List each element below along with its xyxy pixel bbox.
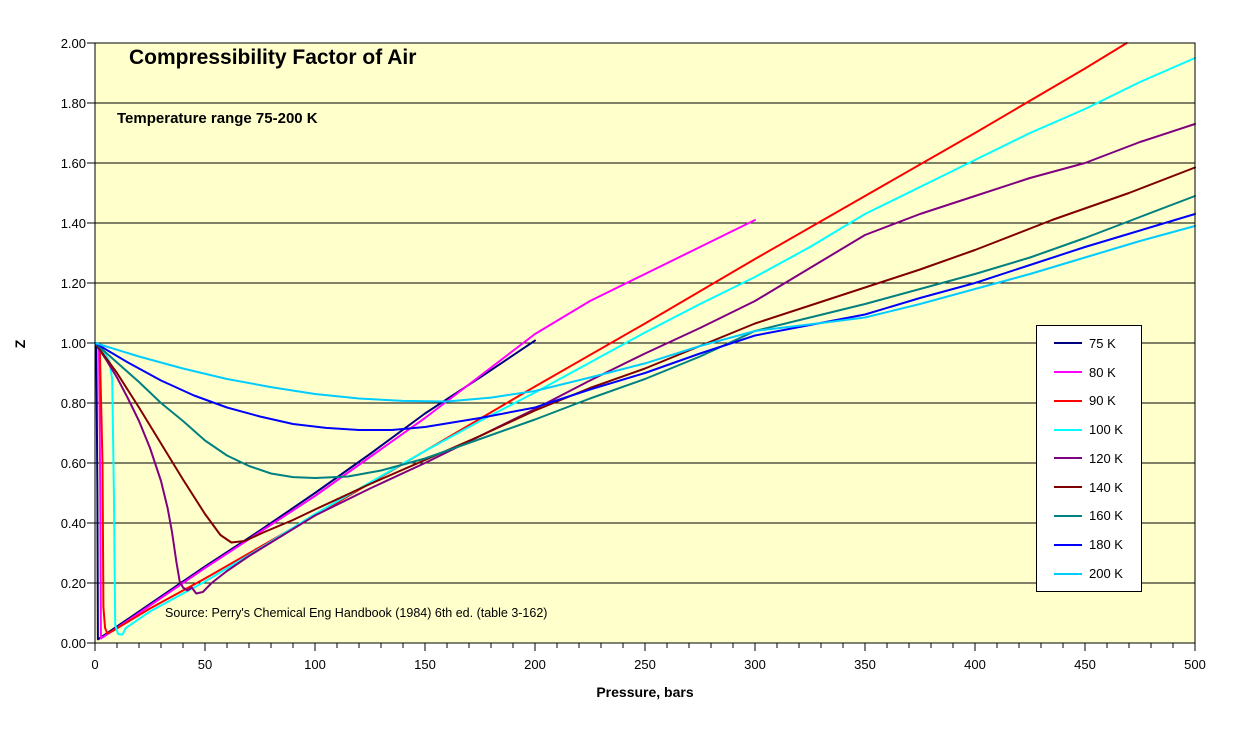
- legend-line-swatch: [1054, 457, 1082, 460]
- legend-label: 160 K: [1089, 508, 1123, 524]
- legend-line-swatch: [1054, 371, 1082, 374]
- x-tick-label: 250: [634, 657, 656, 672]
- plot-border: [94, 42, 1196, 644]
- legend-line-swatch: [1054, 514, 1082, 517]
- x-tick-label: 500: [1184, 657, 1206, 672]
- legend-line-swatch: [1054, 428, 1082, 431]
- x-tick-label: 200: [524, 657, 546, 672]
- legend-label: 90 K: [1089, 393, 1116, 409]
- legend-label: 75 K: [1089, 335, 1116, 351]
- chart-subtitle: Temperature range 75-200 K: [117, 110, 318, 127]
- y-tick-label: 0.60: [60, 456, 86, 471]
- legend-label: 180 K: [1089, 537, 1123, 553]
- series-line-80K: [94, 219, 756, 640]
- series-line-100K: [94, 57, 1196, 636]
- legend-item-75K[interactable]: 75 K: [1054, 336, 1141, 351]
- legend-item-90K[interactable]: 90 K: [1054, 393, 1141, 408]
- legend-item-200K[interactable]: 200 K: [1054, 566, 1141, 581]
- legend-line-swatch: [1054, 486, 1082, 489]
- legend-line-swatch: [1054, 342, 1082, 345]
- series-line-75K: [94, 339, 536, 641]
- y-tick-label: 1.40: [60, 216, 86, 231]
- x-tick-label: 0: [91, 657, 99, 672]
- y-tick-label: 1.00: [60, 336, 86, 351]
- series-line-200K: [94, 225, 1196, 403]
- series-line-180K: [94, 213, 1196, 431]
- y-tick-label: 0.40: [60, 516, 86, 531]
- y-tick-label: 2.00: [60, 36, 86, 51]
- x-tick-label: 300: [744, 657, 766, 672]
- x-tick-label: 450: [1074, 657, 1096, 672]
- legend-label: 140 K: [1089, 479, 1123, 495]
- series-line-140K: [94, 166, 1196, 544]
- y-axis-title: Z: [12, 339, 28, 349]
- legend-label: 100 K: [1089, 422, 1123, 438]
- legend-item-180K[interactable]: 180 K: [1054, 537, 1141, 552]
- y-tick-label: 0.00: [60, 636, 86, 651]
- x-axis-title: Pressure, bars: [596, 684, 694, 700]
- x-tick-label: 350: [854, 657, 876, 672]
- legend-label: 80 K: [1089, 364, 1116, 380]
- x-tick-label: 50: [197, 657, 213, 672]
- legend-line-swatch: [1054, 572, 1082, 575]
- series-line-120K: [94, 123, 1196, 595]
- legend-label: 120 K: [1089, 450, 1123, 466]
- legend-line-swatch: [1054, 399, 1082, 402]
- legend-item-140K[interactable]: 140 K: [1054, 480, 1141, 495]
- legend-item-160K[interactable]: 160 K: [1054, 508, 1141, 523]
- x-tick-label: 150: [414, 657, 436, 672]
- x-tick-label: 100: [304, 657, 326, 672]
- y-tick-label: 1.80: [60, 96, 86, 111]
- source-note: Source: Perry's Chemical Eng Handbook (1…: [165, 606, 548, 620]
- legend-item-100K[interactable]: 100 K: [1054, 422, 1141, 437]
- y-tick-label: 1.60: [60, 156, 86, 171]
- legend-item-80K[interactable]: 80 K: [1054, 365, 1141, 380]
- series-line-90K: [94, 42, 1128, 635]
- legend-item-120K[interactable]: 120 K: [1054, 451, 1141, 466]
- y-tick-label: 1.20: [60, 276, 86, 291]
- y-tick-label: 0.80: [60, 396, 86, 411]
- legend-label: 200 K: [1089, 566, 1123, 581]
- x-tick-label: 400: [964, 657, 986, 672]
- legend: 75 K 80 K 90 K 100 K 120 K 140 K 160 K 180 K 200…: [1036, 325, 1142, 592]
- y-tick-label: 0.20: [60, 576, 86, 591]
- legend-line-swatch: [1054, 543, 1082, 546]
- chart-title: Compressibility Factor of Air: [129, 46, 417, 69]
- series-line-160K: [94, 195, 1196, 479]
